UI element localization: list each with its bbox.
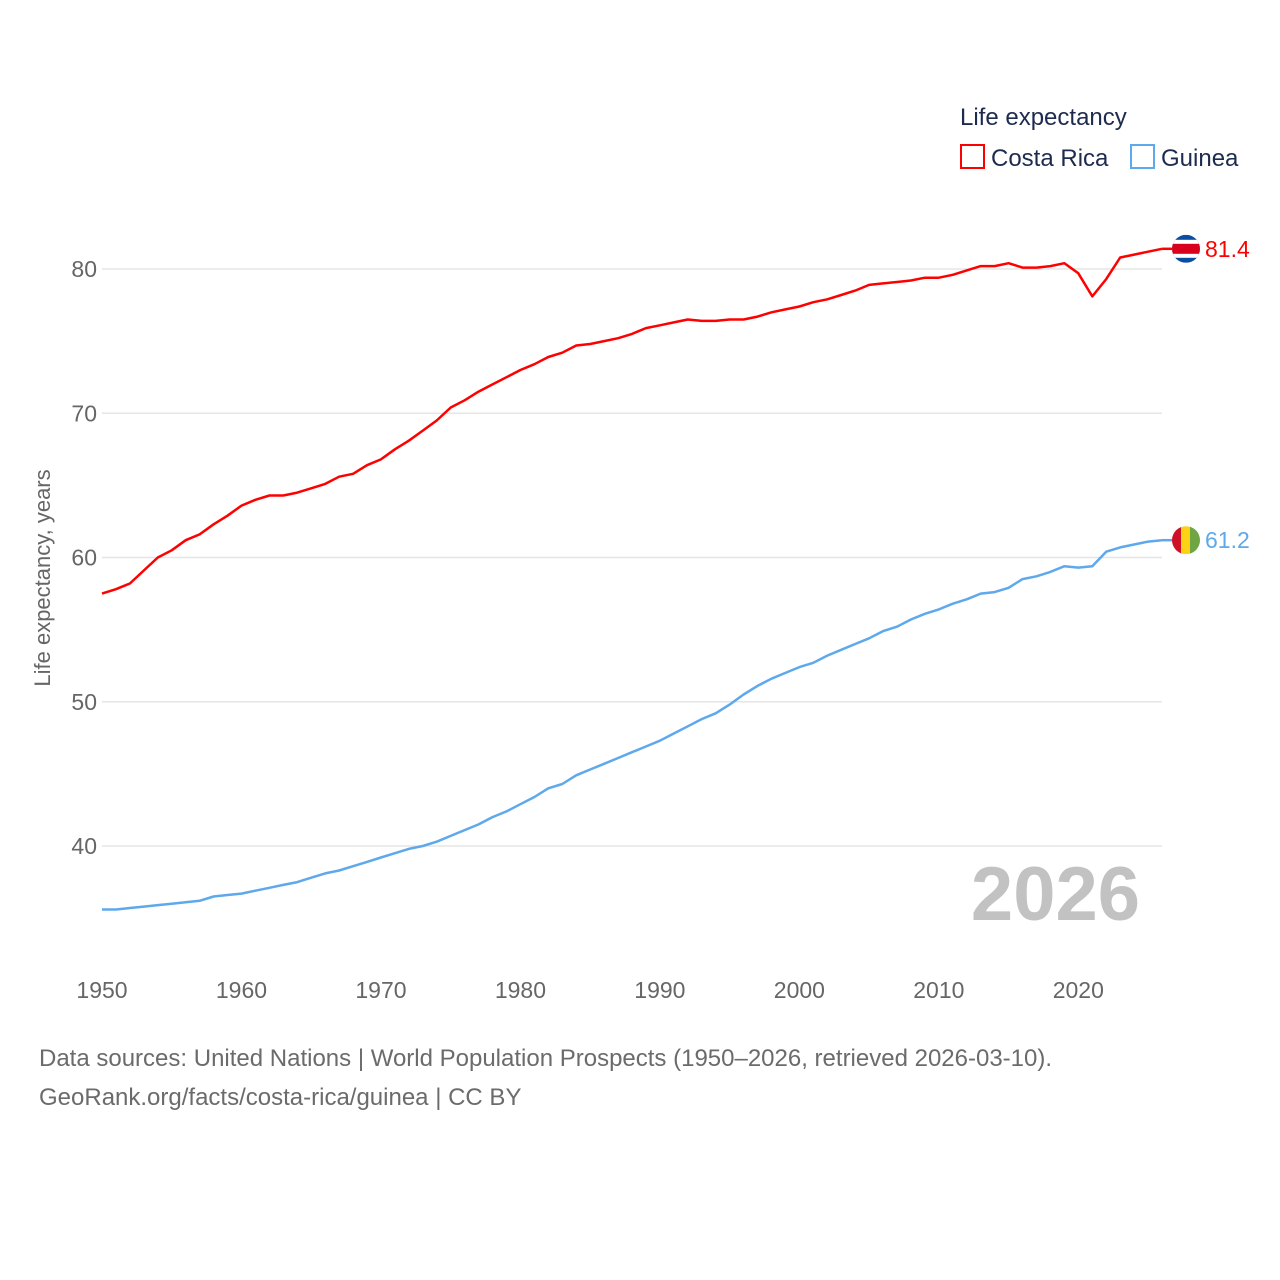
costa-rica-flag-icon: [1172, 234, 1200, 263]
x-tick-label: 2020: [1053, 977, 1104, 1003]
y-axis-title: Life expectancy, years: [30, 469, 55, 686]
legend-swatch: [960, 144, 985, 169]
x-tick-label: 1980: [495, 977, 546, 1003]
y-tick-label: 60: [71, 545, 97, 571]
end-value-label: 81.4: [1205, 236, 1250, 262]
guinea-flag-icon: [1172, 526, 1200, 555]
x-tick-label: 1960: [216, 977, 267, 1003]
series-line-guinea: [102, 538, 1163, 911]
data-source-text: Data sources: United Nations | World Pop…: [39, 1045, 1053, 1072]
x-tick-label: 2000: [774, 977, 825, 1003]
legend-item: Guinea: [1161, 145, 1239, 172]
legend-swatch: [1130, 144, 1155, 169]
end-value-label: 61.2: [1205, 527, 1250, 553]
x-tick-label: 2010: [913, 977, 964, 1003]
attribution-link[interactable]: GeoRank.org/facts/costa-rica/guinea | CC…: [39, 1084, 522, 1111]
year-watermark: 2026: [971, 852, 1140, 937]
x-tick-label: 1950: [76, 977, 127, 1003]
y-tick-label: 70: [71, 400, 97, 426]
y-tick-label: 50: [71, 689, 97, 715]
legend-title: Life expectancy: [960, 104, 1127, 131]
series-line-costa-rica: [101, 247, 1163, 595]
y-tick-label: 80: [71, 256, 97, 282]
x-tick-label: 1990: [634, 977, 685, 1003]
y-tick-label: 40: [71, 833, 97, 859]
legend-item: Costa Rica: [991, 145, 1109, 172]
x-tick-label: 1970: [355, 977, 406, 1003]
